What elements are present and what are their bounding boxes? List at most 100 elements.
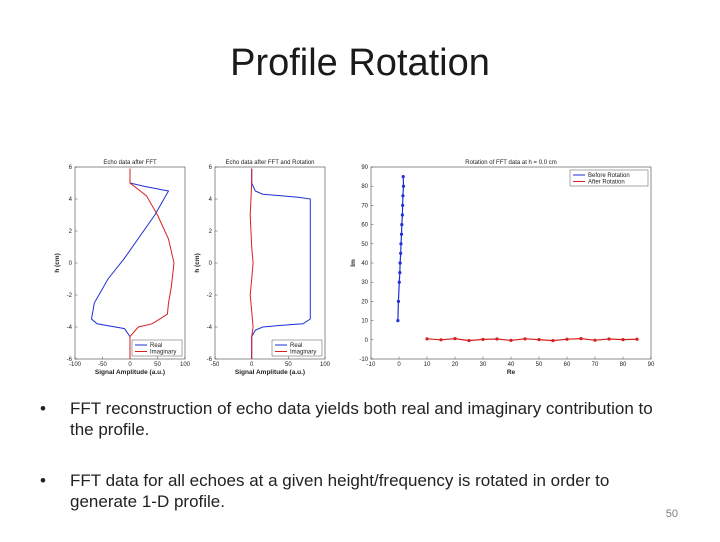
x-tick-label: 10 — [424, 362, 431, 368]
legend-label: Real — [290, 343, 302, 349]
data-point — [481, 337, 485, 342]
bullet-list: • FFT reconstruction of echo data yields… — [40, 398, 680, 542]
y-tick-label: 0 — [69, 261, 73, 267]
chart-title: Rotation of FFT data at h = 0.0 cm — [465, 160, 556, 166]
x-axis-label: Signal Amplitude (a.u.) — [235, 369, 305, 376]
data-point — [453, 337, 457, 341]
y-axis-label: h (cm) — [194, 253, 201, 273]
legend-label: Imaginary — [290, 350, 316, 356]
legend-label: After Rotation — [588, 180, 625, 186]
x-tick-label: 100 — [320, 362, 331, 368]
y-tick-label: 20 — [361, 299, 368, 305]
data-point — [439, 338, 443, 342]
x-tick-label: 60 — [564, 362, 571, 368]
legend-label: Real — [150, 343, 162, 349]
series-line — [249, 168, 254, 359]
data-point — [607, 337, 611, 341]
y-tick-label: 4 — [209, 197, 213, 203]
series-line — [426, 337, 638, 342]
y-tick-label: -2 — [207, 293, 213, 299]
y-tick-label: 6 — [69, 165, 73, 171]
data-point — [425, 337, 429, 341]
data-point — [397, 280, 401, 284]
y-tick-label: 2 — [69, 229, 73, 235]
bullet-text: FFT data for all echoes at a given heigh… — [70, 471, 610, 511]
x-tick-label: -100 — [69, 362, 82, 368]
y-tick-label: -4 — [207, 325, 213, 331]
bullet-item: • FFT data for all echoes at a given hei… — [40, 470, 680, 512]
y-tick-label: 50 — [361, 242, 368, 248]
x-tick-label: 50 — [154, 362, 161, 368]
chart-title: Echo data after FFT and Rotation — [226, 160, 315, 166]
x-tick-label: 50 — [536, 362, 543, 368]
data-point — [509, 338, 513, 342]
y-tick-label: -2 — [67, 293, 73, 299]
x-tick-label: 80 — [620, 362, 627, 368]
data-point — [551, 338, 555, 343]
plot-frame — [370, 166, 652, 360]
figure-panel: -100 -50 0 50 100 -6 -4 -2 0 2 4 6 Echo data after F… — [54, 155, 665, 383]
x-tick-label: 40 — [508, 362, 515, 368]
data-point — [399, 232, 404, 236]
bullet-marker: • — [40, 399, 46, 418]
data-point — [400, 223, 404, 227]
y-tick-label: 60 — [361, 223, 368, 229]
x-tick-label: 90 — [648, 362, 655, 368]
x-tick-label: -50 — [98, 362, 107, 368]
y-axis-label: h (cm) — [54, 253, 61, 273]
y-tick-label: -4 — [67, 325, 73, 331]
data-point — [398, 261, 402, 265]
x-tick-label: 0 — [250, 362, 254, 368]
y-tick-label: 80 — [361, 184, 368, 190]
data-point — [396, 299, 401, 303]
legend-label: Imaginary — [150, 350, 176, 356]
series-line — [251, 168, 311, 359]
y-tick-label: 40 — [361, 261, 368, 267]
bullet-marker: • — [40, 471, 46, 490]
legend-box — [569, 169, 649, 187]
series-line — [129, 168, 175, 359]
y-tick-label: 0 — [365, 338, 369, 344]
plot-frame — [74, 166, 186, 360]
y-axis-label: Im — [350, 259, 357, 267]
data-point — [621, 338, 625, 342]
x-tick-label: 20 — [452, 362, 459, 368]
data-point — [401, 184, 406, 188]
data-point — [398, 271, 402, 275]
page-number: 50 — [665, 508, 678, 520]
y-tick-label: 10 — [361, 319, 368, 325]
x-tick-label: -10 — [367, 362, 376, 368]
y-tick-label: -10 — [359, 357, 368, 363]
bullet-text: FFT reconstruction of echo data yields b… — [70, 399, 653, 439]
y-tick-label: 90 — [361, 165, 368, 171]
y-tick-label: 70 — [361, 203, 368, 209]
slide-title: Profile Rotation — [230, 42, 490, 84]
data-point — [593, 338, 597, 342]
data-point — [565, 337, 569, 341]
data-point — [635, 337, 639, 341]
x-axis-label: Signal Amplitude (a.u.) — [95, 369, 165, 376]
x-tick-label: 70 — [592, 362, 599, 368]
data-point — [401, 175, 405, 179]
x-tick-label: 50 — [285, 362, 292, 368]
chart-title: Echo data after FFT — [103, 160, 157, 166]
y-tick-label: -6 — [207, 357, 213, 363]
data-point — [401, 203, 405, 207]
bullet-item: • FFT reconstruction of echo data yields… — [40, 398, 680, 440]
data-point — [396, 319, 400, 323]
series-line — [397, 176, 405, 321]
x-tick-label: 100 — [180, 362, 191, 368]
y-tick-label: -6 — [67, 357, 73, 363]
y-tick-label: 0 — [209, 261, 213, 267]
y-tick-label: 30 — [361, 280, 368, 286]
data-point — [495, 337, 499, 341]
data-point — [467, 338, 471, 343]
data-point — [400, 213, 404, 217]
y-tick-label: 4 — [69, 197, 73, 203]
data-point — [401, 194, 405, 198]
y-tick-label: 6 — [209, 165, 213, 171]
data-point — [399, 242, 403, 246]
y-tick-label: 2 — [209, 229, 213, 235]
data-point — [523, 337, 527, 341]
